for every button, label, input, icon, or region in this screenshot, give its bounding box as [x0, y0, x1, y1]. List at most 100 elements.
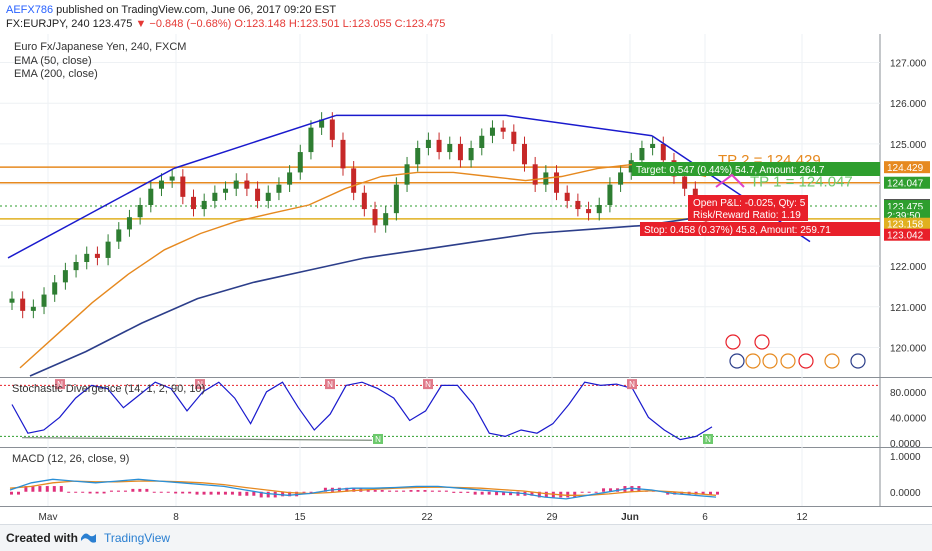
macd-histogram-bar [580, 491, 584, 493]
macd-histogram-bar [516, 491, 520, 496]
candle-body [244, 180, 250, 189]
candle-body [607, 184, 613, 205]
candle-body [255, 188, 261, 201]
calendar-event-icon [754, 334, 770, 350]
macd-histogram-bar [573, 491, 577, 498]
macd-y-tick: 1.0000 [890, 452, 921, 463]
candle-body [191, 196, 197, 210]
divergence-marker-label: N [629, 380, 635, 389]
macd-histogram-bar [152, 491, 156, 493]
x-tick-label: 8 [173, 512, 179, 520]
target-box [632, 162, 880, 176]
macd-histogram-bar [352, 487, 356, 492]
macd-histogram-bar [345, 487, 349, 492]
candle-body [73, 262, 79, 271]
candle-body [265, 192, 271, 201]
divergence-marker-label: N [705, 435, 711, 444]
macd-histogram-bar [473, 491, 477, 495]
macd-histogram-bar [402, 490, 406, 492]
divergence-marker-label: N [327, 380, 333, 389]
candle-body [340, 139, 346, 169]
candle-body [201, 200, 207, 210]
last-price: 123.475 [92, 18, 133, 30]
macd-histogram-bar [366, 490, 370, 492]
candle-body [479, 135, 485, 148]
macd-histogram-bar [67, 491, 71, 493]
price-tag [884, 176, 930, 189]
macd-histogram-bar [88, 491, 92, 494]
ema200-line [29, 216, 701, 377]
macd-signal-line [9, 480, 717, 496]
trend-line [173, 114, 337, 170]
macd-y-tick: 0.0000 [890, 488, 921, 499]
macd-histogram-bar [245, 491, 249, 496]
macd-histogram-bar [216, 491, 220, 495]
bear-divergence-marker [195, 379, 205, 390]
trend-line [7, 167, 175, 259]
macd-histogram-bar [74, 491, 78, 493]
y-tick-label: 127.000 [890, 59, 927, 70]
macd-histogram-bar [423, 490, 427, 492]
candle-body [169, 176, 175, 181]
open-pl-label: Open P&L: -0.025, Qty: 5 [693, 198, 806, 209]
candle-body [628, 160, 634, 173]
macd-histogram-bar [409, 490, 413, 492]
candle-body [41, 294, 47, 307]
macd-histogram-bar [323, 487, 327, 492]
macd-histogram-bar [502, 491, 506, 496]
trend-line [505, 114, 653, 137]
divergence-marker-label: N [197, 380, 203, 389]
candle-body [457, 143, 463, 161]
candle-body [137, 205, 143, 218]
candle-body [351, 168, 357, 193]
macd-histogram-bar [174, 491, 178, 494]
projection-arrow-icon [715, 173, 745, 188]
price-tag [884, 217, 930, 230]
candle-body [223, 188, 229, 193]
price-change: ▼ −0.848 (−0.68%) [135, 18, 232, 30]
candle-body [639, 148, 645, 161]
author-link[interactable]: AEFX786 [6, 4, 54, 16]
calendar-event-icon [798, 353, 814, 369]
macd-histogram-bar [309, 491, 313, 493]
calendar-event-icon [762, 353, 778, 369]
macd-histogram-bar [38, 486, 42, 492]
macd-histogram-bar [252, 491, 256, 496]
macd-histogram-bar [10, 491, 13, 495]
macd-histogram-bar [437, 490, 441, 492]
x-tick-label: 15 [294, 512, 306, 520]
price-tag [884, 200, 930, 213]
candle-body [319, 119, 325, 128]
macd-histogram-bar [495, 491, 499, 496]
divergence-marker-label: N [57, 380, 63, 389]
macd-histogram-bar [587, 491, 591, 493]
y-tick-label: 125.000 [890, 140, 927, 151]
macd-histogram-bar [188, 491, 192, 494]
bear-divergence-marker [423, 379, 433, 390]
candle-body [180, 176, 186, 197]
legend-ema200: EMA (200, close) [14, 68, 98, 80]
macd-histogram-bar [680, 491, 684, 495]
macd-histogram-bar [430, 490, 434, 492]
candle-body [52, 282, 58, 295]
price-tag-label: 123.475 [887, 202, 924, 213]
price-tag-label: 123.158 [887, 220, 924, 231]
calendar-event-icon [745, 353, 761, 369]
macd-histogram-bar [59, 486, 63, 492]
price-tag [884, 228, 930, 241]
macd-histogram-bar [45, 486, 49, 492]
bull-divergence-marker [703, 433, 713, 444]
macd-histogram-bar [138, 488, 142, 492]
created-with-text: Created with [6, 531, 79, 545]
chart-svg[interactable]: May 8 15 22 29 Jun 6 12 127.000 126.000 125.000 124… [0, 34, 932, 520]
candle-body [447, 143, 453, 153]
macd-histogram-bar [609, 488, 613, 492]
candle-body [9, 298, 15, 303]
tradingview-brand[interactable]: TradingView [104, 531, 171, 545]
x-tick-label: Jun [621, 512, 639, 520]
candle-body [489, 127, 495, 136]
macd-histogram-bar [230, 491, 234, 495]
price-tag-label: 123.042 [887, 231, 924, 242]
candle-body [415, 148, 421, 165]
